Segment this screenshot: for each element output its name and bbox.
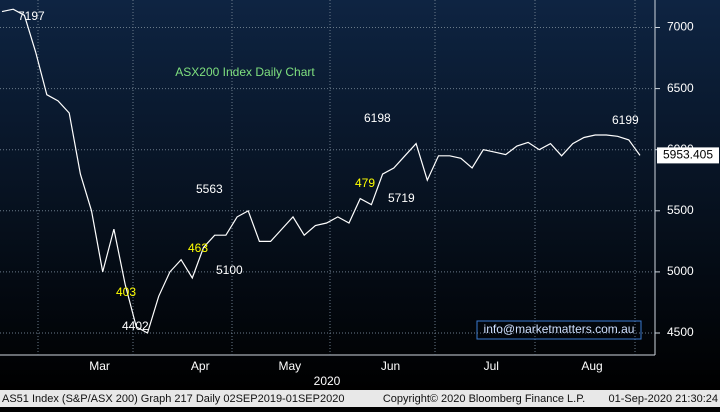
footer-center: Copyright© 2020 Bloomberg Finance L.P. — [383, 393, 585, 405]
y-tick-label: 5500 — [667, 203, 694, 217]
footer-bar — [0, 390, 720, 407]
chart-title: ASX200 Index Daily Chart — [175, 65, 315, 79]
watermark-box — [476, 320, 642, 340]
annotation: 5563 — [196, 182, 223, 196]
y-tick-label: 6500 — [667, 81, 694, 95]
y-tick-label: 5000 — [667, 264, 694, 278]
last-value-label: 5953.405 — [663, 148, 713, 162]
annotation: 6199 — [612, 113, 639, 127]
x-axis-label: 2020 — [314, 374, 341, 388]
annotation: 5719 — [388, 191, 415, 205]
background — [0, 0, 720, 390]
x-tick-label: Apr — [191, 359, 210, 373]
y-tick-label: 4500 — [667, 325, 694, 339]
x-tick-label: Jul — [484, 359, 499, 373]
x-tick-label: Aug — [581, 359, 602, 373]
y-tick-label: 7000 — [667, 20, 694, 34]
annotation: 4402 — [122, 319, 149, 333]
annotation: 463 — [188, 241, 208, 255]
last-value-box — [657, 147, 719, 164]
footer-right: 01-Sep-2020 21:30:24 — [609, 393, 718, 405]
annotation: 5100 — [216, 263, 243, 277]
annotation: 7197 — [18, 9, 45, 23]
month-dividers — [37, 0, 636, 355]
watermark: info@marketmatters.com.au — [484, 322, 635, 336]
footer-left: AS51 Index (S&P/ASX 200) Graph 217 Daily… — [2, 393, 344, 405]
x-tick-label: May — [278, 359, 301, 373]
annotation: 403 — [116, 285, 136, 299]
price-line — [1, 8, 641, 334]
x-tick-label: Mar — [89, 359, 110, 373]
annotation: 6198 — [364, 111, 391, 125]
x-tick-label: Jun — [381, 359, 400, 373]
annotation: 479 — [355, 176, 375, 190]
